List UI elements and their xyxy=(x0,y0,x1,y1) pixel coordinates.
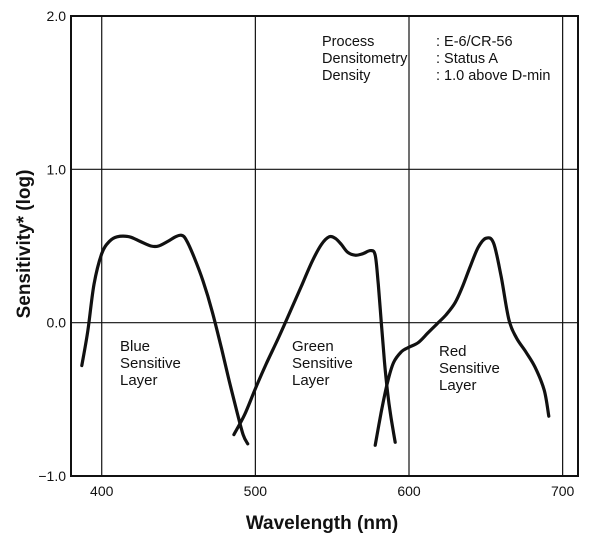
tick-labels: 2.0 1.0 0.0 −1.0 400 500 600 700 xyxy=(38,8,574,499)
green-layer-label: Green Sensitive Layer xyxy=(292,338,353,389)
x-tick-label: 700 xyxy=(551,483,575,499)
green-sensitivity-curve xyxy=(232,234,397,444)
annotation-key-densitometry: Densitometry xyxy=(322,51,408,67)
y-tick-label: −1.0 xyxy=(38,468,66,484)
plot-frame xyxy=(70,15,579,477)
annotation-value-densitometry: : Status A xyxy=(436,51,498,67)
y-tick-label: 2.0 xyxy=(47,8,67,24)
x-tick-label: 600 xyxy=(397,483,421,499)
red-sensitivity-curve xyxy=(373,236,551,447)
annotation-key-density: Density xyxy=(322,68,371,84)
x-tick-label: 400 xyxy=(90,483,114,499)
y-axis-title: Sensitivity* (log) xyxy=(14,170,35,319)
annotation-value-density: : 1.0 above D-min xyxy=(436,68,550,84)
y-tick-label: 1.0 xyxy=(47,161,67,177)
layer-labels: Blue Sensitive Layer Green Sensitive Layer Red… xyxy=(120,338,500,394)
y-tick-label: 0.0 xyxy=(47,315,67,331)
curves xyxy=(80,233,551,447)
red-layer-label: Red Sensitive Layer xyxy=(439,343,500,394)
annotation-value-process: : E-6/CR-56 xyxy=(436,34,513,50)
blue-sensitivity-curve xyxy=(80,233,250,446)
x-tick-label: 500 xyxy=(244,483,268,499)
x-axis-title: Wavelength (nm) xyxy=(246,513,398,534)
blue-layer-label: Blue Sensitive Layer xyxy=(120,338,181,389)
annotation-key-process: Process xyxy=(322,34,374,50)
